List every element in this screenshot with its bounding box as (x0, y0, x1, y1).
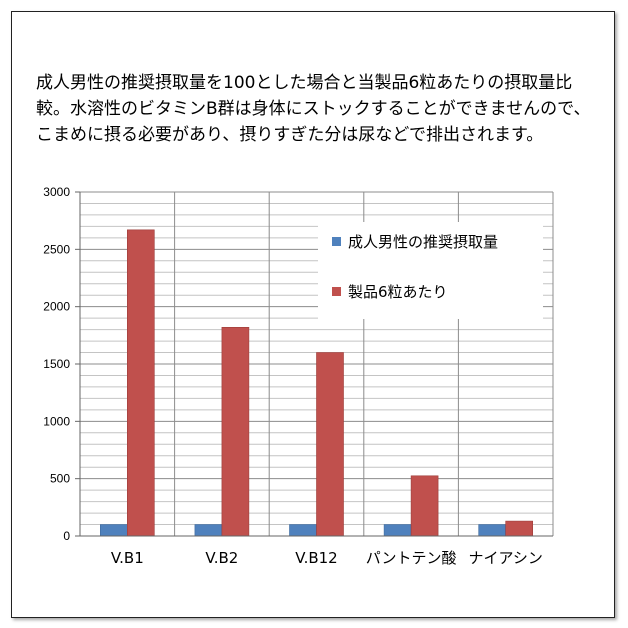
y-tick-label: 1000 (43, 414, 70, 428)
y-axis-ticks: 0 500 1000 1500 2000 2500 3000 (43, 185, 80, 543)
x-axis-labels: V.B1 V.B2 V.B12 パントテン酸 ナイアシン (111, 549, 543, 567)
legend-label: 成人男性の推奨摂取量 (348, 233, 498, 251)
axes (79, 192, 553, 537)
y-tick-label: 3000 (43, 185, 70, 199)
x-tick-label: V.B1 (111, 549, 144, 567)
y-tick-label: 500 (50, 472, 70, 486)
legend-box (318, 222, 543, 319)
bar-recommended (383, 524, 412, 537)
x-tick-label: V.B12 (295, 549, 337, 567)
bar-recommended (289, 524, 317, 537)
y-tick-label: 0 (63, 529, 70, 543)
chart-title: 成人男性の推奨摂取量を100とした場合と当製品6粒あたりの摂取量比較。水溶性のビ… (36, 73, 591, 145)
bar-recommended (478, 524, 507, 537)
bar-recommended (100, 524, 128, 537)
bar-product (505, 520, 534, 537)
legend-swatch (332, 237, 341, 246)
legend-swatch (332, 287, 341, 296)
bar-product (221, 327, 250, 537)
y-tick-label: 2500 (43, 242, 70, 256)
x-tick-label: ナイアシン (468, 549, 542, 567)
bar-recommended (194, 524, 223, 537)
x-tick-label: V.B2 (205, 549, 238, 567)
y-tick-label: 1500 (43, 357, 70, 371)
bar-product (410, 475, 439, 537)
bar-product (316, 352, 344, 537)
y-tick-label: 2000 (43, 300, 70, 314)
bar-product (127, 229, 155, 537)
legend-label: 製品6粒あたり (348, 283, 448, 301)
x-tick-label: パントテン酸 (366, 549, 457, 567)
bars (100, 229, 534, 537)
